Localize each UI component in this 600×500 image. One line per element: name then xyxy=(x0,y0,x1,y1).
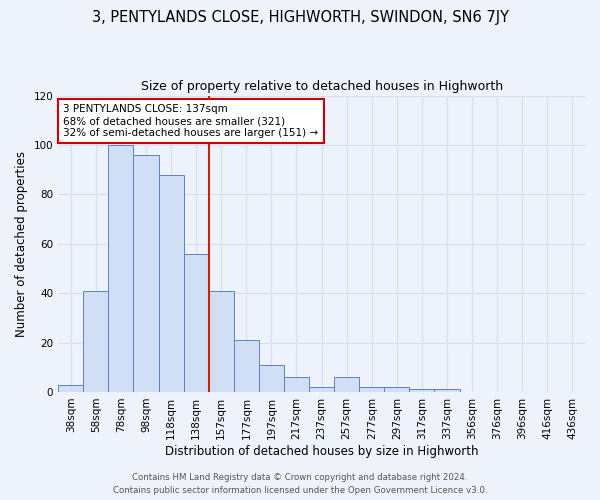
Bar xyxy=(83,290,109,392)
Bar xyxy=(58,384,83,392)
Text: Contains HM Land Registry data © Crown copyright and database right 2024.
Contai: Contains HM Land Registry data © Crown c… xyxy=(113,474,487,495)
Bar xyxy=(409,390,434,392)
Bar xyxy=(385,387,409,392)
Text: 3 PENTYLANDS CLOSE: 137sqm
68% of detached houses are smaller (321)
32% of semi-: 3 PENTYLANDS CLOSE: 137sqm 68% of detach… xyxy=(64,104,319,138)
Y-axis label: Number of detached properties: Number of detached properties xyxy=(15,151,28,337)
Bar xyxy=(184,254,209,392)
Bar xyxy=(334,377,359,392)
Bar xyxy=(359,387,385,392)
Bar xyxy=(284,377,309,392)
X-axis label: Distribution of detached houses by size in Highworth: Distribution of detached houses by size … xyxy=(165,444,478,458)
Bar xyxy=(158,174,184,392)
Bar xyxy=(209,290,234,392)
Bar xyxy=(234,340,259,392)
Bar xyxy=(434,390,460,392)
Bar xyxy=(133,155,158,392)
Bar xyxy=(259,365,284,392)
Bar xyxy=(109,145,133,392)
Title: Size of property relative to detached houses in Highworth: Size of property relative to detached ho… xyxy=(140,80,503,93)
Text: 3, PENTYLANDS CLOSE, HIGHWORTH, SWINDON, SN6 7JY: 3, PENTYLANDS CLOSE, HIGHWORTH, SWINDON,… xyxy=(91,10,509,25)
Bar xyxy=(309,387,334,392)
